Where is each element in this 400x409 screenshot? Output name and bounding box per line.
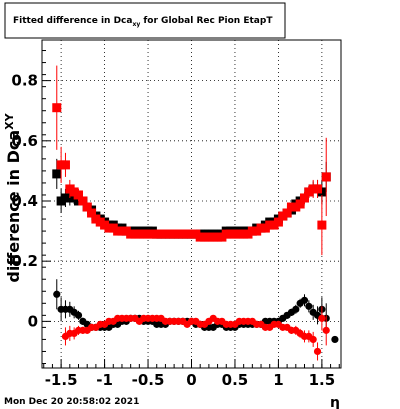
data-point-square	[52, 169, 62, 179]
data-point-square	[313, 184, 323, 194]
data-point-square	[52, 103, 62, 113]
y-axis-title-main: difference in Dca	[4, 130, 23, 283]
x-tick-label: -1.5	[45, 371, 78, 389]
data-point-circle	[331, 335, 339, 344]
data-point-circle	[292, 305, 300, 313]
x-tick-label: 1.5	[309, 371, 336, 389]
y-axis-title-subscript: XY	[3, 112, 16, 129]
data-point-square	[87, 208, 97, 218]
data-point-square	[321, 172, 331, 182]
data-point-square	[60, 160, 70, 170]
data-point-square	[295, 199, 305, 209]
x-tick-label: 1	[273, 371, 283, 389]
series-3	[61, 306, 330, 361]
x-tick-label: -1	[96, 371, 113, 389]
data-point-square	[273, 217, 283, 227]
data-point-circle	[313, 347, 322, 356]
data-point-square	[317, 220, 327, 230]
data-point-circle	[318, 314, 326, 322]
data-point-square	[282, 208, 292, 218]
data-point-circle	[53, 290, 61, 298]
data-series	[52, 65, 339, 361]
x-axis-title: η	[330, 395, 340, 409]
x-tick-label: -0.5	[132, 371, 165, 389]
data-point-circle	[322, 326, 330, 334]
chart-title-subscript: xy	[132, 21, 140, 28]
chart-title-box: Fitted difference in Dcaxy for Global Re…	[4, 2, 286, 39]
y-tick-label: 0.4	[11, 192, 38, 210]
chart-title: Fitted difference in Dcaxy for Global Re…	[13, 16, 273, 28]
y-tick-label: 0.6	[11, 132, 38, 150]
chart-title-suffix: for Global Rec Pion EtapT	[140, 16, 273, 26]
data-point-square	[74, 190, 84, 200]
x-tick-label: 0	[186, 371, 196, 389]
title-box-frame	[4, 2, 286, 39]
data-point-square	[82, 202, 92, 212]
y-tick-label: 0.8	[11, 72, 38, 90]
y-axis-title: difference in DcaXY	[3, 112, 23, 282]
data-point-circle	[74, 311, 83, 319]
timestamp: Mon Dec 20 20:58:02 2021	[4, 397, 139, 407]
axis-ticks: -1.5 -1 -0.5 0 0.5 1 1.5 0 0.2 0.4 0.6 0.8	[11, 50, 340, 389]
series-1	[52, 65, 331, 256]
data-point-circle	[300, 296, 309, 304]
x-tick-label: 0.5	[222, 371, 249, 389]
data-point-square	[299, 193, 309, 203]
data-point-square	[78, 196, 88, 206]
chart-title-main: Fitted difference in Dca	[13, 16, 132, 26]
y-tick-label: 0	[28, 312, 38, 330]
data-point-circle	[305, 302, 313, 310]
data-point-circle	[309, 335, 317, 344]
y-tick-label: 0.2	[11, 252, 38, 270]
